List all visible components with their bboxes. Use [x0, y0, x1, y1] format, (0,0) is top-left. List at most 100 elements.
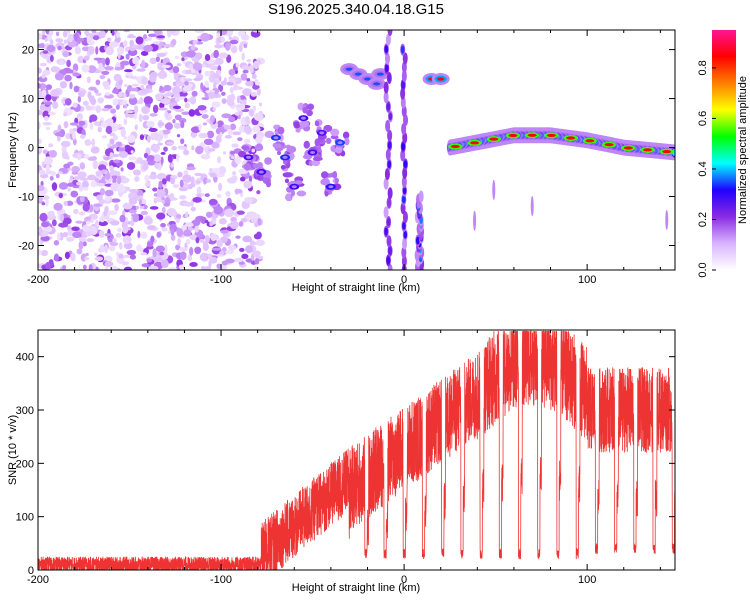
- spectrogram-blob: [83, 55, 90, 61]
- spectrogram-blob: [79, 162, 86, 170]
- spectrogram-blob: [231, 143, 239, 148]
- spectrogram-blob: [43, 115, 49, 121]
- spectrogram-blob: [189, 246, 194, 256]
- spectrogram-blob: [123, 118, 128, 126]
- spectrogram-blob: [64, 98, 72, 106]
- spectrogram-blob: [60, 140, 71, 148]
- spectrogram-blob: [45, 84, 52, 90]
- spectrogram-blob: [108, 41, 119, 48]
- spectrogram-blob: [122, 226, 129, 234]
- spectrogram-blob: [218, 218, 227, 225]
- spectrogram-blob: [179, 251, 187, 261]
- spectrogram-blob: [67, 33, 74, 43]
- spectrogram-blob: [291, 185, 297, 189]
- spectrogram-blob: [75, 220, 83, 224]
- spectrogram-blob: [157, 135, 161, 144]
- spectrogram-blob: [566, 136, 576, 140]
- spectrogram-blob: [176, 134, 181, 138]
- spectrogram-blob: [38, 121, 41, 131]
- spectrogram-blob: [115, 251, 120, 257]
- spectrogram-blob: [128, 93, 136, 99]
- spectrogram-blob: [387, 237, 391, 246]
- spectrogram-blob: [284, 178, 290, 184]
- spectrogram-blob: [149, 57, 157, 65]
- spectrogram-blob: [142, 114, 150, 121]
- spectrogram-blob: [264, 157, 272, 165]
- spectrogram-blob: [252, 163, 260, 169]
- spectrogram-blob: [112, 237, 117, 243]
- spectrogram-blob: [82, 241, 87, 247]
- spectrogram-blob: [403, 230, 408, 239]
- spectrogram-blob: [311, 159, 321, 167]
- spectrogram-blob: [101, 135, 108, 139]
- spectrogram-blob: [91, 30, 97, 34]
- spectrogram-blob: [50, 171, 57, 177]
- spectrogram-blob: [229, 39, 239, 45]
- colorbar-label: Normalized spectral amplitude: [737, 76, 749, 224]
- spectrogram-blob: [401, 175, 407, 188]
- spectrogram-blob: [129, 254, 136, 260]
- spectrogram-blob: [251, 250, 261, 257]
- spectrogram-blob: [140, 88, 150, 94]
- spectrogram-blob: [135, 205, 140, 210]
- spectrogram-blob: [78, 184, 84, 192]
- spectrogram-blob: [128, 96, 138, 106]
- spectrogram-blob: [253, 112, 264, 122]
- spectrogram-blob: [38, 145, 42, 152]
- spectrogram-blob: [44, 261, 51, 270]
- spectrogram-blob: [383, 91, 389, 104]
- spectrogram-blob: [251, 148, 256, 153]
- colorbar-ticks: 0.0 0.2 0.4 0.6 0.8: [697, 60, 716, 278]
- spectrogram-blob: [59, 213, 65, 222]
- spectrogram-blob: [44, 156, 53, 165]
- spectrogram-blob: [48, 143, 54, 148]
- spectrogram-blob: [401, 122, 407, 135]
- spectrogram-blob: [325, 137, 332, 145]
- spectrogram-blob: [245, 115, 250, 124]
- spectrogram-blob: [204, 70, 211, 77]
- snr-series-line: [38, 330, 675, 570]
- spectrogram-blob: [255, 231, 262, 239]
- spectrogram-blob: [157, 122, 165, 127]
- spectrogram-blob: [256, 190, 261, 195]
- spectrogram-blob: [143, 133, 147, 138]
- spectrogram-blob: [126, 35, 137, 39]
- spectrogram-blob: [182, 174, 192, 183]
- spectrogram-blob: [117, 183, 126, 193]
- x-tick-label: -200: [27, 574, 49, 586]
- spectrogram-blob: [106, 37, 112, 42]
- spectrogram-blob: [120, 128, 126, 138]
- spectrogram-blob: [219, 250, 225, 255]
- spectrogram-blob: [204, 219, 209, 224]
- spectrogram-blob: [104, 104, 113, 110]
- spectrogram-blob: [87, 156, 97, 161]
- spectrogram-blob: [157, 70, 168, 79]
- spectrogram-blob: [72, 138, 77, 146]
- spectrogram-blob: [58, 182, 69, 190]
- spectrogram-blob: [58, 192, 64, 199]
- spectrogram-blob: [330, 135, 339, 140]
- spectrogram-blob: [149, 206, 159, 210]
- spectrogram-blob: [72, 72, 81, 77]
- spectrogram-blob: [111, 175, 118, 180]
- spectrogram-blob: [225, 42, 231, 51]
- spectrogram-blob: [51, 219, 57, 227]
- spectrogram-blob: [202, 122, 208, 126]
- spectrogram-blob: [221, 98, 227, 105]
- spectrogram-blob: [77, 153, 82, 161]
- spectrogram-blob: [252, 105, 257, 112]
- spectrogram-blob: [87, 65, 97, 74]
- spectrogram-blob: [142, 163, 149, 171]
- spectrogram-blob: [246, 78, 251, 82]
- spectrogram-blob: [216, 263, 222, 270]
- spectrogram-blob: [246, 59, 252, 63]
- spectrogram-blob: [176, 153, 180, 163]
- spectrogram-blob: [184, 102, 190, 109]
- spectrogram-blob: [153, 154, 162, 162]
- spectrogram-blob: [52, 101, 59, 109]
- spectrogram-blob: [110, 108, 117, 114]
- spectrogram-blob: [122, 202, 133, 210]
- spectrogram-blob: [40, 249, 48, 257]
- spectrogram-blob: [82, 224, 89, 233]
